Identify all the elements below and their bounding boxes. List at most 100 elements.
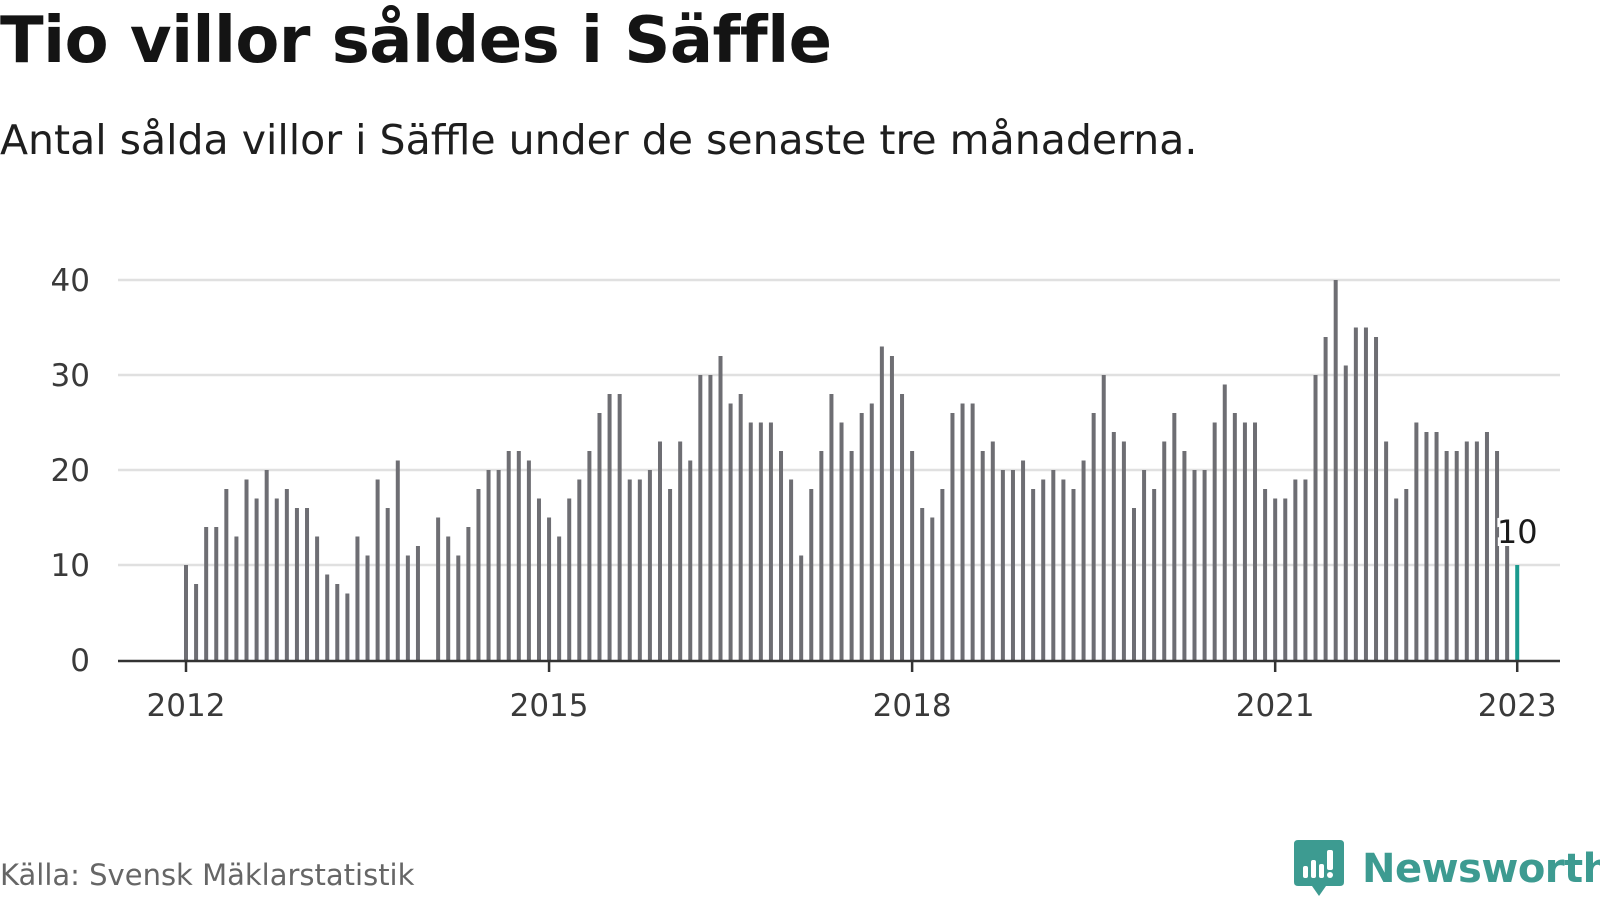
bar (779, 451, 784, 660)
bar (1021, 460, 1026, 660)
bar (1454, 451, 1459, 660)
bar (395, 460, 400, 660)
source-note: Källa: Svensk Mäklarstatistik (0, 858, 415, 892)
bar (738, 394, 743, 660)
bars (184, 280, 1520, 660)
bar (1353, 327, 1358, 660)
bar (214, 527, 219, 660)
data-labels: 10 (1494, 510, 1541, 554)
bar (1242, 422, 1247, 660)
bar (1283, 498, 1288, 660)
bar (516, 451, 521, 660)
bar (1041, 479, 1046, 660)
bar (335, 584, 340, 660)
bar (809, 489, 814, 660)
bar (557, 536, 562, 660)
y-tick-label: 0 (70, 643, 90, 679)
bar (829, 394, 834, 660)
bar (436, 517, 441, 660)
bar (476, 489, 481, 660)
bar (466, 527, 471, 660)
x-tick-label: 2015 (510, 688, 589, 724)
bar (1424, 432, 1429, 660)
bar (547, 517, 552, 660)
bar (365, 555, 370, 660)
brand-logo[interactable]: Newsworthy (1294, 840, 1600, 898)
bar (698, 375, 703, 660)
bar (355, 536, 360, 660)
bar (1343, 365, 1348, 660)
bar (1474, 441, 1479, 660)
x-tick-label: 2012 (147, 688, 226, 724)
bar (1142, 470, 1147, 660)
bar (819, 451, 824, 660)
bar (1444, 451, 1449, 660)
bar (1505, 546, 1510, 660)
bar (1051, 470, 1056, 660)
bar (607, 394, 612, 660)
bar (294, 508, 299, 660)
bar (1434, 432, 1439, 660)
bar (536, 498, 541, 660)
y-tick-label: 20 (51, 453, 90, 489)
bar-chart: 0 10 20 30 40 2012 2015 2018 2021 2023 10 (51, 263, 1560, 724)
bar (708, 375, 713, 660)
bar (1010, 470, 1015, 660)
bar (668, 489, 673, 660)
bar (1111, 432, 1116, 660)
bar (839, 422, 844, 660)
bar (1172, 413, 1177, 660)
bar (1081, 460, 1086, 660)
bar (1253, 422, 1258, 660)
bar (889, 356, 894, 660)
bar (1273, 498, 1278, 660)
bar (446, 536, 451, 660)
bar (1061, 479, 1066, 660)
bar (1202, 470, 1207, 660)
bar (728, 403, 733, 660)
bar (617, 394, 622, 660)
bar (930, 517, 935, 660)
bar (1484, 432, 1489, 660)
bar (254, 498, 259, 660)
x-tick-label: 2018 (873, 688, 952, 724)
bar (960, 403, 965, 660)
bar (1152, 489, 1157, 660)
bar (1182, 451, 1187, 660)
bar (1394, 498, 1399, 660)
bar (869, 403, 874, 660)
newsworthy-logo-icon (1294, 840, 1344, 896)
bar-highlight (1515, 565, 1520, 660)
bar (1131, 508, 1136, 660)
bar (264, 470, 269, 660)
y-tick-label: 40 (51, 263, 90, 299)
bar (1414, 422, 1419, 660)
bar (204, 527, 209, 660)
bar (970, 403, 975, 660)
bar (950, 413, 955, 660)
bar (1363, 327, 1368, 660)
bar (980, 451, 985, 660)
bar (234, 536, 239, 660)
bar (990, 441, 995, 660)
bar (274, 498, 279, 660)
bar (375, 479, 380, 660)
bar (1323, 337, 1328, 660)
bar (486, 470, 491, 660)
bar (1464, 441, 1469, 660)
bar (758, 422, 763, 660)
bar (1000, 470, 1005, 660)
bar (1071, 489, 1076, 660)
brand-name: Newsworthy (1362, 846, 1600, 892)
bar (1031, 489, 1036, 660)
bar (567, 498, 572, 660)
bar (496, 470, 501, 660)
bar (244, 479, 249, 660)
y-axis-ticks: 0 10 20 30 40 (51, 263, 90, 679)
bar (859, 413, 864, 660)
bar (1384, 441, 1389, 660)
bar (184, 565, 188, 660)
bar (1101, 375, 1106, 660)
bar (224, 489, 229, 660)
last-value-label: 10 (1497, 513, 1538, 551)
